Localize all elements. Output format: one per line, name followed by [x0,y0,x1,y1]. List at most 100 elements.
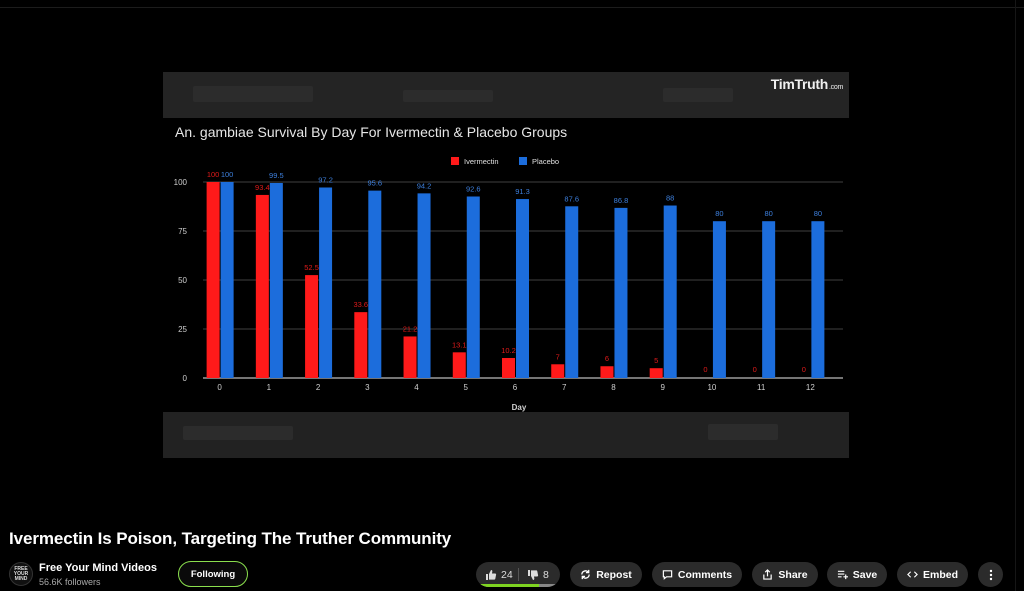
save-playlist-icon [837,570,848,580]
data-label-placebo: 99.5 [269,171,284,180]
data-label-ivermectin: 10.2 [501,346,516,355]
y-tick-label: 75 [178,227,187,236]
y-tick-label: 50 [178,276,187,285]
save-label: Save [852,568,878,581]
bar-placebo [368,190,382,378]
video-title: Ivermectin Is Poison, Targeting The Trut… [9,529,452,548]
data-label-ivermectin: 21.2 [403,324,418,333]
thumbs-up-icon [486,569,497,580]
share-icon [763,569,773,580]
letterbox-blur [193,86,313,102]
data-label-placebo: 100 [221,170,234,179]
bar-ivermectin [206,182,220,378]
bar-placebo [712,221,726,378]
bar-ivermectin [255,194,269,378]
data-label-ivermectin: 0 [703,365,707,374]
comment-icon [662,570,673,580]
data-label-placebo: 86.8 [614,196,629,205]
x-tick-label: 2 [316,383,321,392]
x-tick-label: 5 [464,383,469,392]
data-label-placebo: 80 [814,209,822,218]
bar-placebo [762,221,776,378]
video-letterbox-top: TimTruth.com [163,72,849,118]
following-button[interactable]: Following [178,561,248,587]
chart-data-labels: 100 100 93.4 99.5 52.5 97.2 33.6 95.6 21.2 94.2 13… [207,170,822,374]
letterbox-blur [708,424,778,440]
vote-separator [518,568,519,581]
chart-title: An. gambiae Survival By Day For Ivermect… [175,124,567,140]
survival-bar-chart: An. gambiae Survival By Day For Ivermect… [163,118,849,412]
bar-placebo [417,193,431,378]
data-label-placebo: 92.6 [466,185,481,194]
page-top-divider [0,7,1024,8]
avatar-text-line: YOUR [13,570,29,577]
letterbox-blur [183,426,293,440]
page-right-divider [1015,0,1016,591]
bar-ivermectin [502,358,515,378]
x-tick-label: 6 [513,383,518,392]
video-frame[interactable]: TimTruth.com An. gambiae Survival By Day… [163,72,849,458]
vote-buttons: 24 8 [476,562,560,587]
data-label-ivermectin: 0 [802,365,806,374]
data-label-placebo: 87.6 [564,194,579,203]
video-letterbox-bottom [163,412,849,458]
save-button[interactable]: Save [827,562,887,587]
data-label-placebo: 97.2 [318,175,333,184]
x-tick-label: 11 [757,383,766,392]
share-button[interactable]: Share [752,562,818,587]
embed-button[interactable]: Embed [897,562,968,587]
bar-ivermectin [354,312,368,378]
legend-swatch [451,157,459,165]
channel-avatar[interactable]: FREE YOUR MIND [9,562,33,586]
bar-ivermectin [305,275,319,378]
letterbox-blur [663,88,733,102]
bar-ivermectin [551,364,565,378]
x-tick-label: 9 [660,383,665,392]
dislike-button[interactable]: 8 [527,562,549,587]
y-tick-label: 0 [183,374,188,383]
data-label-placebo: 88 [666,194,674,203]
data-label-ivermectin: 33.6 [354,300,369,309]
bar-placebo [565,206,579,378]
like-button[interactable]: 24 [485,562,513,587]
bar-placebo [466,196,480,378]
data-label-placebo: 91.3 [515,187,530,196]
x-tick-label: 4 [414,383,419,392]
chart-legend: Ivermectin Placebo [451,157,559,166]
data-label-ivermectin: 5 [654,356,658,365]
data-label-ivermectin: 100 [207,170,220,179]
data-label-placebo: 95.6 [368,179,383,188]
data-label-ivermectin: 7 [556,352,560,361]
x-tick-label: 8 [611,383,616,392]
bar-ivermectin [649,368,663,378]
watermark-logo: TimTruth.com [770,76,844,92]
share-label: Share [778,568,808,581]
chart-x-ticks: 0 1 2 3 4 5 6 7 8 9 10 11 12 [217,383,815,392]
bar-placebo [319,187,333,378]
channel-action-bar: FREE YOUR MIND Free Your Mind Videos 56.… [0,556,1015,591]
x-tick-label: 10 [707,383,716,392]
repost-button[interactable]: Repost [570,562,642,587]
comments-label: Comments [677,568,733,581]
x-tick-label: 7 [562,383,567,392]
comments-button[interactable]: Comments [652,562,742,587]
bar-placebo [516,199,529,378]
more-options-button[interactable] [978,562,1003,587]
avatar-text-line: FREE [14,565,28,572]
channel-name[interactable]: Free Your Mind Videos [39,562,157,574]
channel-follower-count: 56.6K followers [39,577,101,587]
y-tick-label: 100 [174,178,188,187]
x-tick-label: 12 [806,383,815,392]
bar-placebo [811,221,825,378]
dislike-count: 8 [543,568,549,581]
letterbox-blur [403,90,493,102]
data-label-ivermectin: 93.4 [255,183,270,192]
bar-placebo [663,205,677,378]
x-tick-label: 1 [267,383,272,392]
vote-ratio-bar [476,584,539,587]
legend-label: Ivermectin [464,157,499,166]
y-tick-label: 25 [178,325,187,334]
video-player[interactable]: TimTruth.com An. gambiae Survival By Day… [0,8,1015,513]
bar-placebo [220,182,234,378]
repost-label: Repost [596,568,632,581]
